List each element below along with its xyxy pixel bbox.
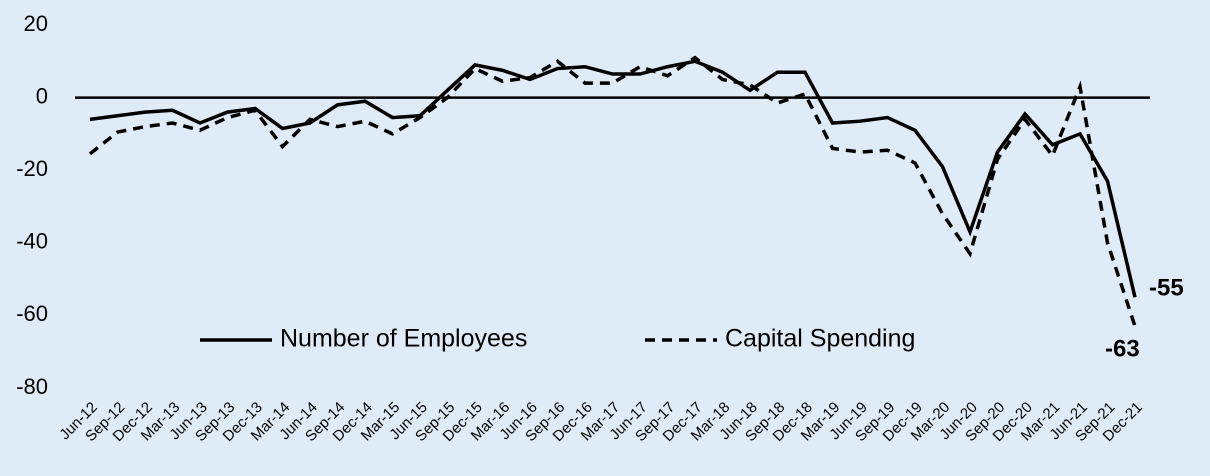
legend-label: Capital Spending [725,325,915,353]
data-label: -55 [1149,274,1184,301]
y-tick-label: 0 [36,83,48,108]
y-tick-label: -60 [16,301,48,326]
y-tick-label: 20 [24,11,48,36]
series-line [89,59,1137,298]
y-tick-label: -40 [16,229,48,254]
legend-label: Number of Employees [280,325,527,353]
y-tick-label: -80 [16,374,48,399]
data-label: -63 [1105,335,1140,362]
series-line [88,55,1137,327]
y-tick-label: -20 [16,156,48,181]
